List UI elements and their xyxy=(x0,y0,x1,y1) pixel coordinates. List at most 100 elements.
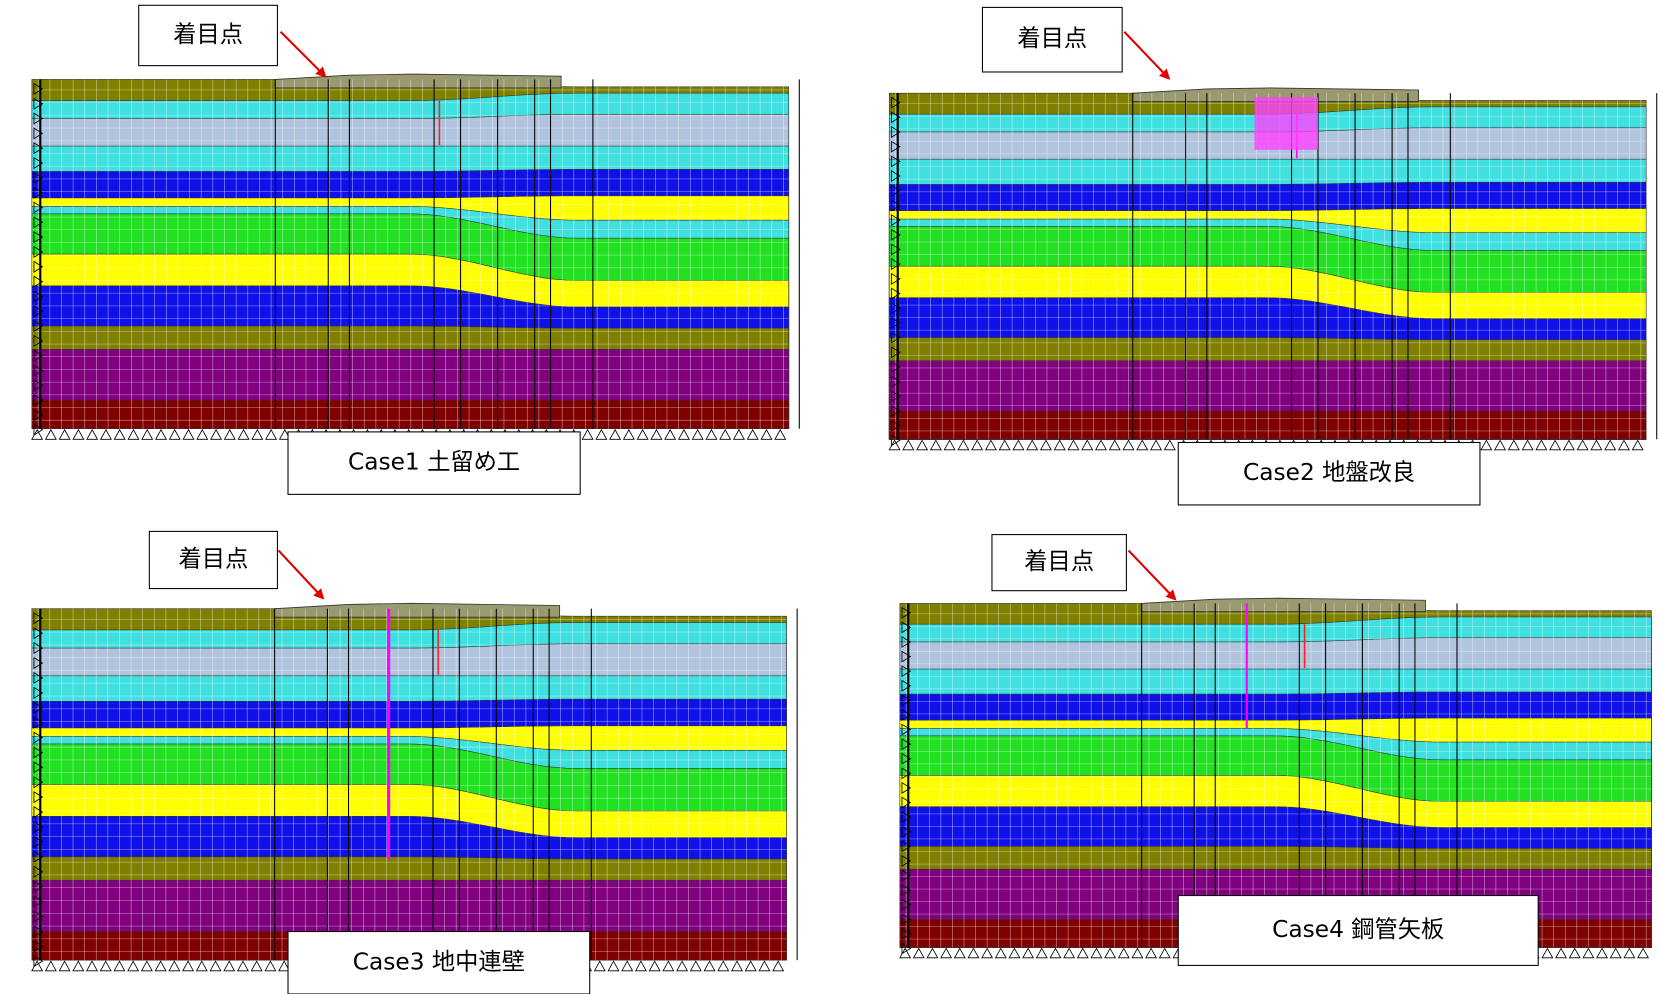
caption-label: Case2 地盤改良 xyxy=(1243,459,1415,486)
callout-arrow xyxy=(1124,32,1168,79)
bottom-support xyxy=(224,961,235,971)
bottom-support xyxy=(914,948,925,957)
bottom-support xyxy=(183,961,194,971)
bottom-support xyxy=(972,440,983,449)
bottom-support xyxy=(720,430,731,440)
fem-mesh xyxy=(32,74,799,439)
bottom-support xyxy=(156,430,167,440)
bottom-support xyxy=(706,430,717,440)
bottom-support xyxy=(1041,440,1052,449)
bottom-support xyxy=(649,961,660,971)
bottom-support xyxy=(663,961,674,971)
fem-mesh xyxy=(889,88,1656,450)
embankment xyxy=(1142,598,1426,612)
bottom-support xyxy=(1091,948,1102,957)
bottom-support xyxy=(622,961,633,971)
bottom-support xyxy=(266,430,277,440)
bottom-support xyxy=(1132,948,1143,957)
bottom-support xyxy=(968,948,979,957)
bottom-support xyxy=(1509,440,1520,449)
bottom-support xyxy=(87,430,98,440)
bottom-support xyxy=(1638,948,1649,957)
bottom-support xyxy=(100,961,111,971)
callout-arrow xyxy=(278,550,322,598)
bottom-support xyxy=(1536,440,1547,449)
bottom-support xyxy=(251,961,262,971)
bottom-support xyxy=(745,961,756,971)
bottom-support xyxy=(903,440,914,449)
bottom-support xyxy=(73,961,84,971)
bottom-support xyxy=(1564,440,1575,449)
bottom-support xyxy=(252,430,263,440)
bottom-support xyxy=(1597,948,1608,957)
bottom-support xyxy=(1583,948,1594,957)
bottom-support xyxy=(46,961,57,971)
bottom-support xyxy=(1109,440,1120,449)
bottom-support xyxy=(651,430,662,440)
bottom-support xyxy=(677,961,688,971)
bottom-support xyxy=(1550,440,1561,449)
bottom-support xyxy=(1165,440,1176,449)
bottom-support xyxy=(1054,440,1065,449)
bottom-support xyxy=(692,430,703,440)
bottom-support xyxy=(931,440,942,449)
callout-label: 着目点 xyxy=(1017,25,1087,52)
bottom-support xyxy=(1610,948,1621,957)
caption-label: Case3 地中連壁 xyxy=(353,948,525,975)
bottom-support xyxy=(941,948,952,957)
bottom-support xyxy=(718,961,729,971)
bottom-support xyxy=(1009,948,1020,957)
bottom-support xyxy=(1096,440,1107,449)
callout-label: 着目点 xyxy=(1024,548,1094,575)
bottom-support xyxy=(1027,440,1038,449)
bottom-support xyxy=(1577,440,1588,449)
bottom-support xyxy=(46,430,57,440)
bottom-support xyxy=(996,948,1007,957)
bottom-support xyxy=(982,948,993,957)
soil-layer xyxy=(889,411,1646,439)
bottom-support xyxy=(624,430,635,440)
bottom-support xyxy=(1632,440,1643,449)
bottom-support xyxy=(1542,948,1553,957)
bottom-support xyxy=(704,961,715,971)
bottom-support xyxy=(211,430,222,440)
bottom-support xyxy=(128,961,139,971)
bottom-support xyxy=(636,961,647,971)
bottom-support xyxy=(747,430,758,440)
bottom-support xyxy=(1082,440,1093,449)
bottom-support xyxy=(608,961,619,971)
bottom-support xyxy=(944,440,955,449)
bottom-support xyxy=(691,961,702,971)
bottom-support xyxy=(1050,948,1061,957)
bottom-support xyxy=(1105,948,1116,957)
bottom-support xyxy=(1023,948,1034,957)
bottom-support xyxy=(1078,948,1089,957)
bottom-support xyxy=(87,961,98,971)
bottom-support xyxy=(197,430,208,440)
bottom-support xyxy=(775,430,786,440)
bottom-support xyxy=(1123,440,1134,449)
embankment xyxy=(275,74,561,88)
bottom-support xyxy=(197,961,208,971)
callout-arrow xyxy=(281,32,325,76)
bottom-support xyxy=(101,430,112,440)
bottom-support xyxy=(1556,948,1567,957)
bottom-support xyxy=(955,948,966,957)
bottom-support xyxy=(986,440,997,449)
bottom-support xyxy=(1064,948,1075,957)
bottom-support xyxy=(732,961,743,971)
bottom-support xyxy=(1068,440,1079,449)
bottom-support xyxy=(210,961,221,971)
bottom-support xyxy=(1013,440,1024,449)
bottom-support xyxy=(155,961,166,971)
bottom-support xyxy=(59,961,70,971)
bottom-support xyxy=(734,430,745,440)
bottom-support xyxy=(1605,440,1616,449)
bottom-support xyxy=(594,961,605,971)
bottom-support xyxy=(142,430,153,440)
bottom-support xyxy=(1146,948,1157,957)
bottom-support xyxy=(59,430,70,440)
fem-mesh xyxy=(32,603,797,970)
callout-arrow xyxy=(1129,550,1176,599)
bottom-support xyxy=(1522,440,1533,449)
